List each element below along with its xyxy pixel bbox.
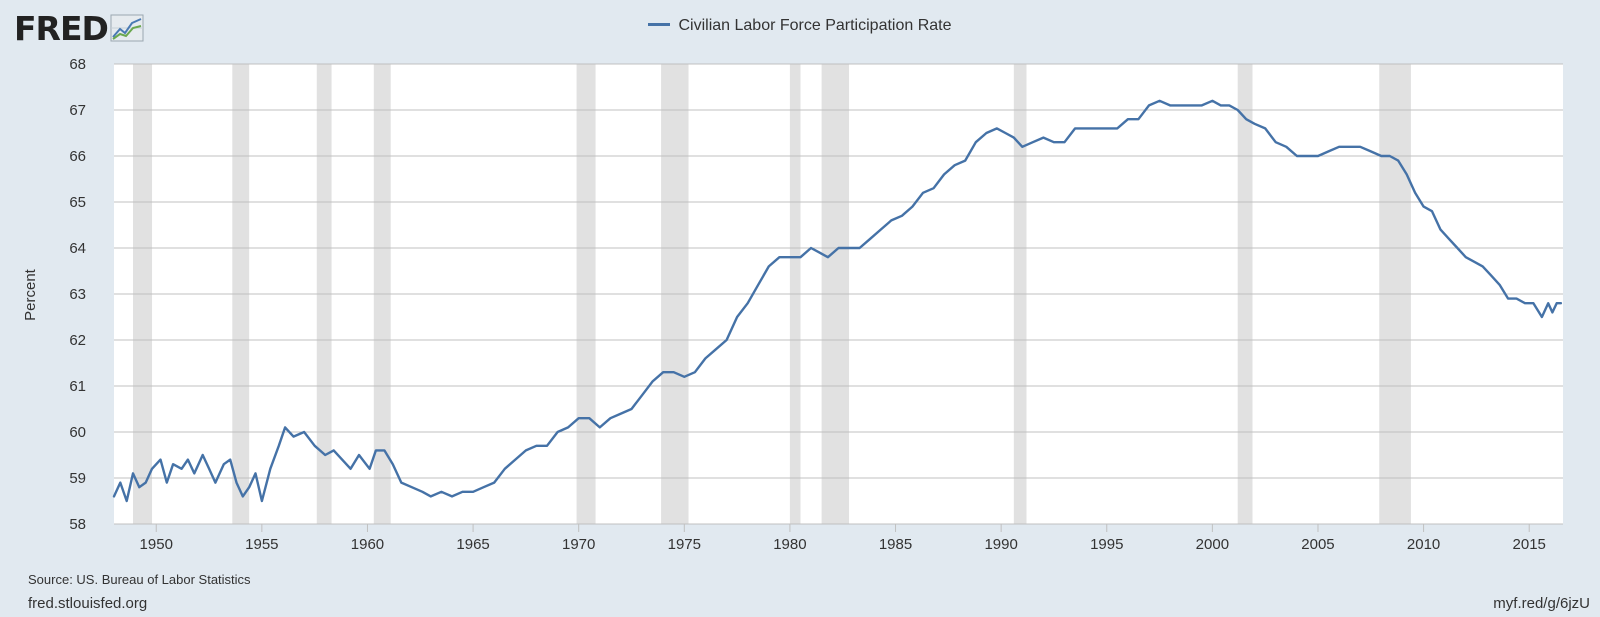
y-tick-label: 64 bbox=[69, 240, 86, 257]
y-tick-label: 58 bbox=[69, 516, 86, 533]
x-tick-label: 1960 bbox=[351, 536, 384, 553]
series-layer bbox=[112, 99, 1563, 503]
x-tick-label: 1975 bbox=[668, 536, 701, 553]
y-tick-label: 67 bbox=[69, 102, 86, 119]
y-tick-label: 62 bbox=[69, 332, 86, 349]
y-tick-label: 60 bbox=[69, 424, 86, 441]
x-tick-label: 1950 bbox=[140, 536, 173, 553]
site-link[interactable]: fred.stlouisfed.org bbox=[28, 595, 148, 612]
y-tick-label: 59 bbox=[69, 470, 86, 487]
x-tick-label: 1990 bbox=[984, 536, 1017, 553]
series-line bbox=[112, 99, 1563, 503]
fred-logo-text: FRED bbox=[14, 8, 109, 48]
x-tick-label: 2005 bbox=[1301, 536, 1334, 553]
gridlines bbox=[114, 63, 1563, 525]
y-tick-label: 63 bbox=[69, 286, 86, 303]
fred-logo[interactable]: FRED bbox=[14, 8, 144, 48]
x-tick-label: 1995 bbox=[1090, 536, 1123, 553]
x-tick-label: 1955 bbox=[245, 536, 278, 553]
chart-legend[interactable]: Civilian Labor Force Participation Rate bbox=[0, 17, 1600, 35]
x-tick-label: 1980 bbox=[773, 536, 806, 553]
y-axis-ticks: 58 59 60 61 62 63 64 65 66 67 68 bbox=[69, 56, 86, 533]
x-tick-label: 1985 bbox=[879, 536, 912, 553]
y-tick-label: 65 bbox=[69, 194, 86, 211]
x-tick-label: 2010 bbox=[1407, 536, 1440, 553]
legend-label: Civilian Labor Force Participation Rate bbox=[678, 17, 952, 34]
x-axis-ticks: 1950 1955 1960 1965 1970 1975 1980 1985 1990 1995… bbox=[140, 524, 1546, 553]
fred-chart-icon bbox=[110, 14, 144, 42]
x-tick-label: 2015 bbox=[1513, 536, 1546, 553]
legend-line-swatch bbox=[648, 23, 671, 27]
y-tick-label: 68 bbox=[69, 56, 86, 73]
short-link[interactable]: myf.red/g/6jzU bbox=[1493, 595, 1590, 612]
y-tick-label: 61 bbox=[69, 378, 86, 395]
x-tick-label: 1970 bbox=[562, 536, 595, 553]
y-tick-label: 66 bbox=[69, 148, 86, 165]
x-tick-label: 1965 bbox=[456, 536, 489, 553]
source-note: Source: US. Bureau of Labor Statistics bbox=[28, 572, 251, 587]
x-tick-label: 2000 bbox=[1196, 536, 1229, 553]
